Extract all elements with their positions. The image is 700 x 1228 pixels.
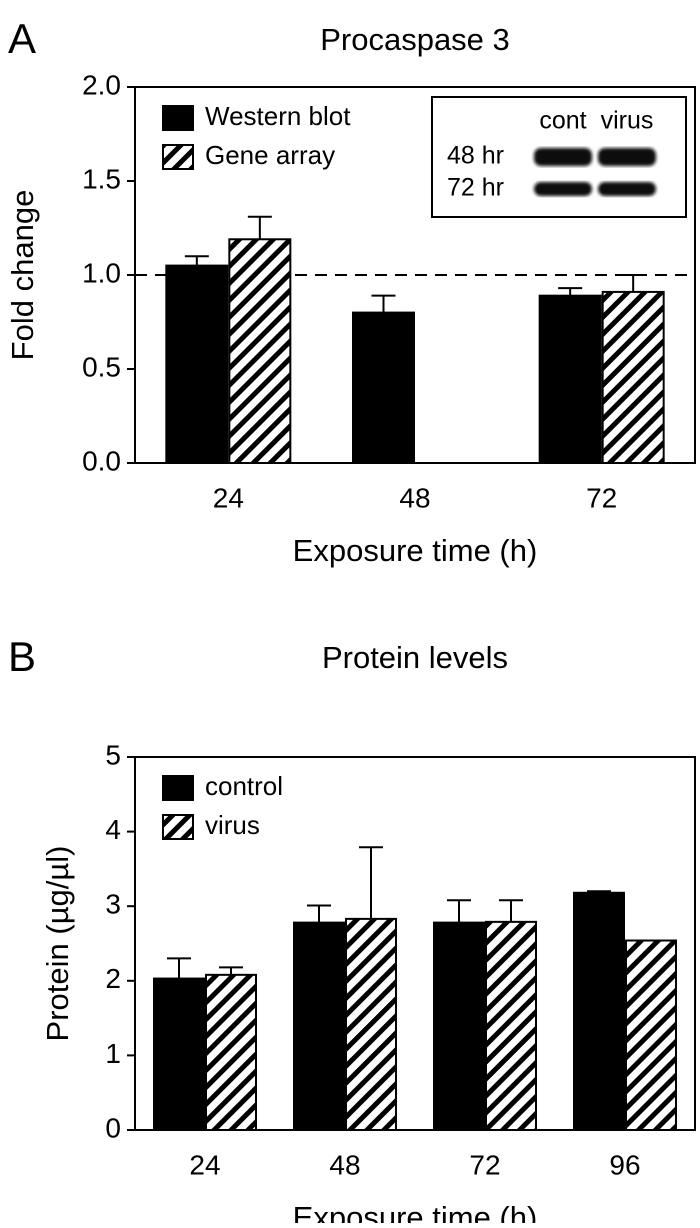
legend-label: Western blot xyxy=(205,101,351,131)
y-tick-label: 0 xyxy=(105,1112,121,1143)
x-axis-label: Exposure time (h) xyxy=(293,1200,538,1223)
legend-label: virus xyxy=(205,810,260,840)
legend-swatch xyxy=(162,105,194,131)
x-axis-label: Exposure time (h) xyxy=(293,533,538,568)
plot-frame xyxy=(134,86,696,464)
chart-title: Protein levels xyxy=(322,640,508,675)
y-tick-label: 1.0 xyxy=(82,257,121,288)
y-tick-label: 4 xyxy=(105,814,121,845)
y-tick-label: 0.0 xyxy=(82,445,121,476)
x-tick-label: 72 xyxy=(469,1149,500,1180)
blot-band xyxy=(598,148,656,166)
x-tick-label: 48 xyxy=(329,1149,360,1180)
panel-label: A xyxy=(8,15,36,62)
legend-swatch xyxy=(162,144,194,170)
x-tick-label: 72 xyxy=(586,482,617,513)
y-tick-label: 1 xyxy=(105,1038,121,1069)
panel-label: B xyxy=(8,633,36,680)
bar xyxy=(485,920,537,1132)
x-tick-label: 24 xyxy=(213,482,244,513)
y-tick-label: 2.0 xyxy=(82,69,121,100)
bar xyxy=(228,238,292,464)
bar xyxy=(153,977,205,1132)
bar xyxy=(538,294,602,464)
bar xyxy=(573,891,625,1131)
inset-column-label: virus xyxy=(601,107,654,135)
y-axis-label: Protein (µg/µl) xyxy=(40,846,75,1042)
blot-band xyxy=(534,182,592,196)
y-tick-label: 2 xyxy=(105,963,121,994)
x-tick-label: 24 xyxy=(189,1149,220,1180)
bar xyxy=(165,264,229,464)
bar xyxy=(293,921,345,1131)
plot-frame xyxy=(134,756,696,1131)
y-axis-label: Fold change xyxy=(5,190,40,361)
y-tick-label: 1.5 xyxy=(82,163,121,194)
bar xyxy=(352,311,415,464)
bar xyxy=(345,917,397,1132)
inset-row-label: 72 hr xyxy=(447,174,504,202)
y-tick-label: 3 xyxy=(105,889,121,920)
x-tick-label: 96 xyxy=(609,1149,640,1180)
y-tick-label: 5 xyxy=(105,739,121,770)
bar xyxy=(625,939,677,1131)
bar xyxy=(205,973,257,1131)
x-tick-label: 48 xyxy=(399,482,430,513)
legend-label: control xyxy=(205,771,283,801)
inset-column-label: cont xyxy=(539,107,586,135)
bar xyxy=(601,290,665,465)
legend-swatch xyxy=(162,775,194,801)
chart-title: Procaspase 3 xyxy=(320,22,510,57)
bar xyxy=(433,921,485,1131)
y-tick-label: 0.5 xyxy=(82,351,121,382)
legend-label: Gene array xyxy=(205,140,335,170)
legend-swatch xyxy=(162,814,194,840)
inset-row-label: 48 hr xyxy=(447,142,504,170)
blot-band xyxy=(598,182,656,196)
blot-band xyxy=(534,148,592,166)
